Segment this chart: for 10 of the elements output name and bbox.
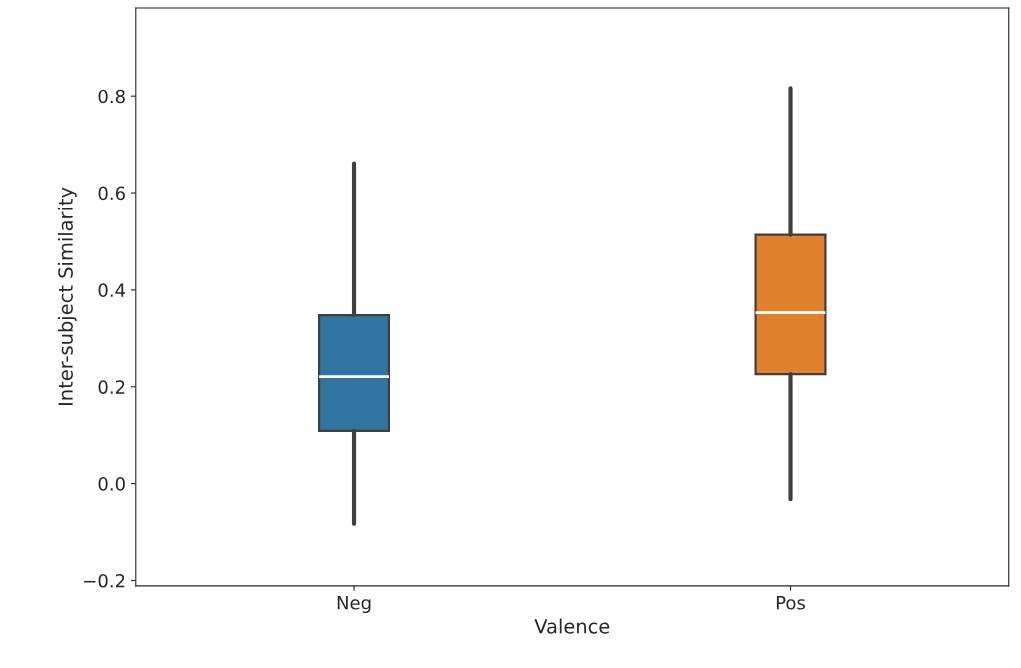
x-axis-title: Valence (534, 618, 610, 634)
x-tick-label: Neg (337, 596, 371, 614)
y-tick-label: 0.2 (98, 380, 125, 394)
x-tick-label: Pos (776, 596, 805, 610)
y-tick-label: 0.0 (98, 477, 125, 491)
y-axis-title: Inter-subject Similarity (57, 187, 77, 406)
y-tick-label: −0.2 (84, 573, 125, 588)
y-tick-label: 0.4 (98, 283, 126, 298)
y-tick-label: 0.6 (98, 186, 125, 201)
y-tick-label: 0.8 (98, 89, 125, 104)
